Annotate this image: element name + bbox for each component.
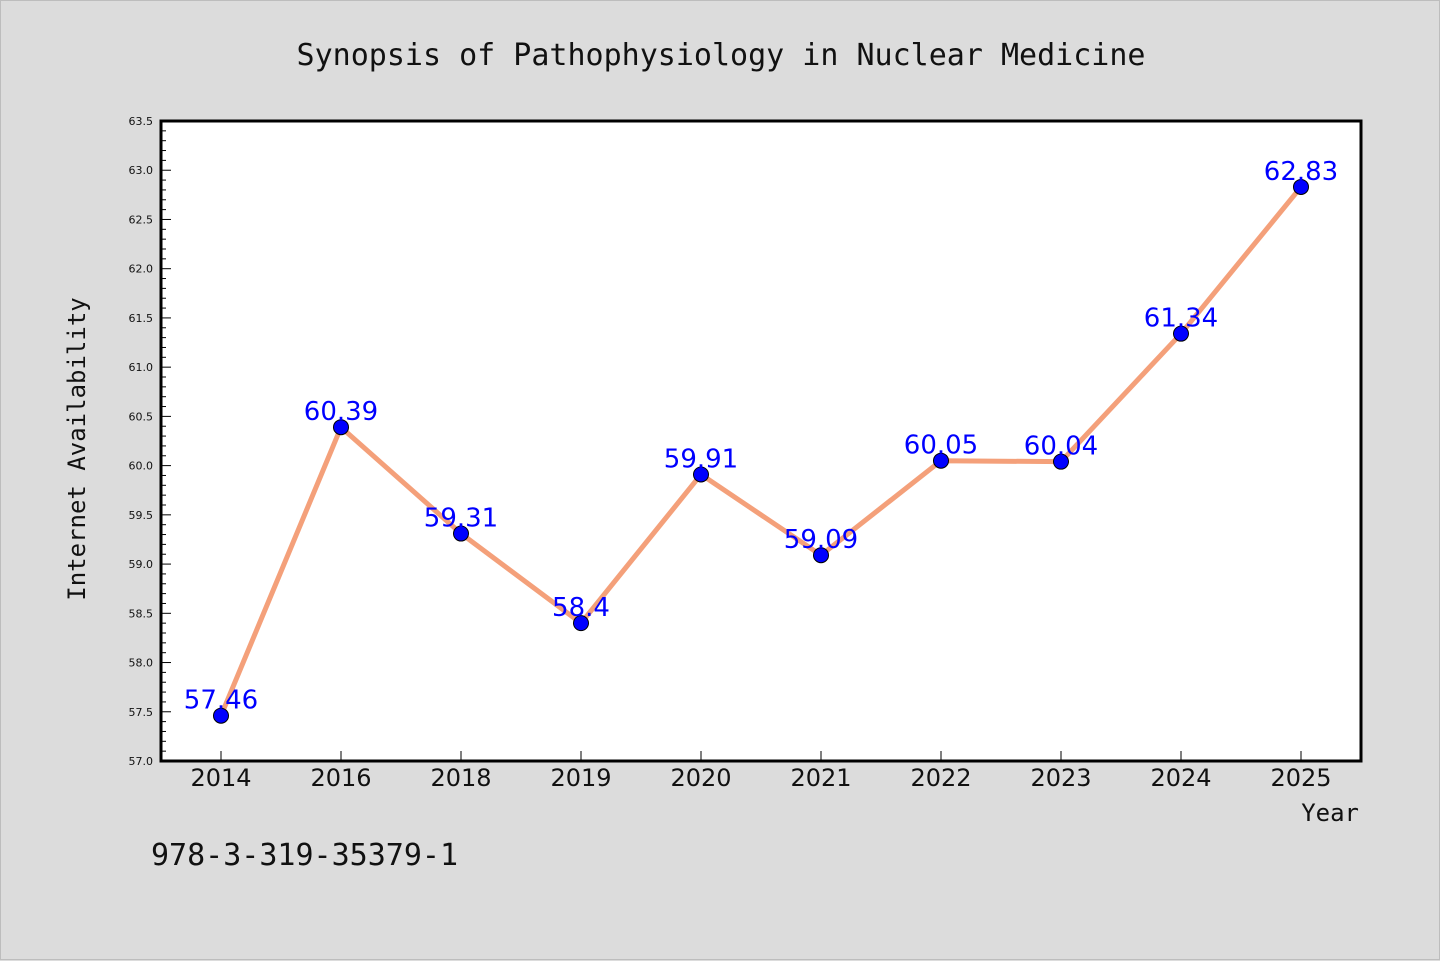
data-point	[573, 615, 589, 632]
y-tick-label: 57.5	[129, 706, 154, 719]
x-tick-label: 2016	[310, 764, 371, 792]
y-tick-label: 61.5	[129, 312, 154, 325]
y-tick-label: 58.0	[129, 657, 154, 670]
y-tick-label: 62.0	[129, 263, 154, 276]
y-tick-label: 59.5	[129, 509, 154, 522]
data-point	[693, 466, 709, 483]
data-label: 59.91	[664, 444, 738, 474]
x-tick-label: 2021	[790, 764, 851, 792]
data-point	[1053, 453, 1069, 470]
data-label: 58.4	[552, 593, 610, 623]
y-tick-label: 58.5	[129, 607, 154, 620]
y-tick-label: 63.5	[129, 115, 154, 128]
data-label: 59.31	[424, 504, 498, 534]
data-point	[1173, 325, 1189, 342]
x-axis: 2014 2016 2018 2019 2020 2021 2022 2023 2024 2025	[190, 751, 1332, 792]
data-point	[813, 547, 829, 564]
data-label: 60.04	[1024, 432, 1098, 462]
y-tick-label: 60.5	[129, 410, 154, 423]
x-tick-label: 2019	[550, 764, 611, 792]
x-tick-label: 2020	[670, 764, 731, 792]
y-axis-label: Internet Availability	[63, 297, 91, 600]
plot-frame	[159, 119, 1363, 763]
data-label: 57.46	[184, 686, 258, 716]
data-point	[1293, 178, 1309, 195]
y-tick-label: 57.0	[129, 755, 154, 768]
chart-title: Synopsis of Pathophysiology in Nuclear M…	[297, 38, 1146, 73]
x-tick-label: 2025	[1270, 764, 1331, 792]
x-tick-label: 2022	[910, 764, 971, 792]
y-tick-label: 62.5	[129, 213, 154, 226]
x-axis-label: Year	[1301, 799, 1359, 827]
x-tick-label: 2018	[430, 764, 491, 792]
data-point	[333, 419, 349, 436]
y-tick-label: 60.0	[129, 460, 154, 473]
data-point	[933, 452, 949, 469]
data-point	[453, 525, 469, 542]
x-tick-label: 2024	[1150, 764, 1211, 792]
data-label: 59.09	[784, 525, 858, 555]
data-labels: 57.46 60.39 59.31 58.4 59.91 59.09 60.05 60.04 6…	[184, 157, 1338, 716]
plot-area	[161, 121, 1361, 761]
data-label: 60.39	[304, 397, 378, 427]
data-point	[213, 707, 229, 724]
data-series	[213, 178, 1309, 724]
y-tick-label: 61.0	[129, 361, 154, 374]
y-tick-label: 63.0	[129, 164, 154, 177]
data-label: 60.05	[904, 431, 978, 461]
series-line	[218, 184, 1304, 719]
data-label: 62.83	[1264, 157, 1338, 187]
x-tick-label: 2014	[190, 764, 251, 792]
footer-isbn: 978-3-319-35379-1	[151, 838, 458, 873]
data-label: 61.34	[1144, 304, 1218, 334]
x-tick-label: 2023	[1030, 764, 1091, 792]
y-tick-label: 59.0	[129, 558, 154, 571]
